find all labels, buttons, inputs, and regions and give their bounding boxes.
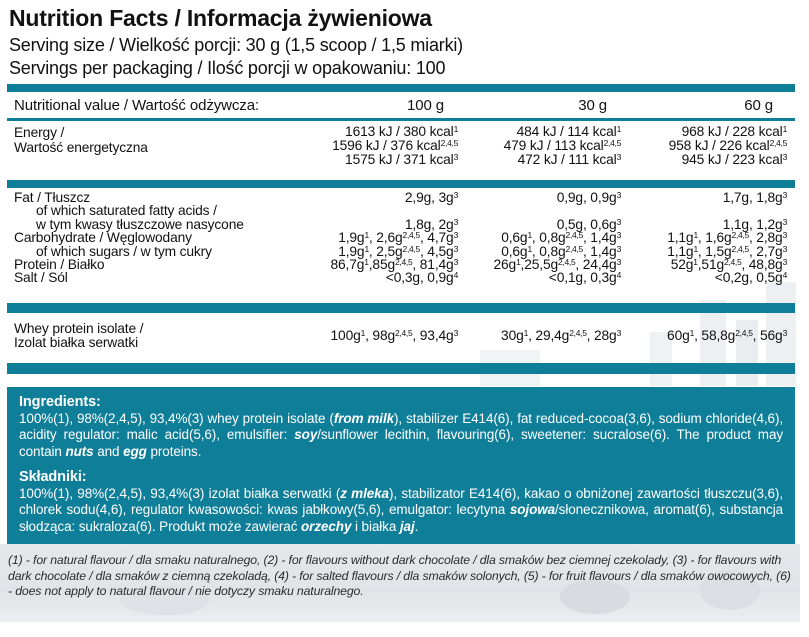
energy-values-100g: 1613 kJ / 380 kcal1 1596 kJ / 376 kcal2,… [332,124,458,167]
saturated-fat-label: of which saturated fatty acids / w tym k… [36,203,244,232]
energy-values-60g: 968 kJ / 228 kcal1 958 kJ / 226 kcal2,4,… [668,124,788,167]
ingredients-heading-en: Ingredients: [19,394,101,410]
table-row-salt: Salt / Sól <0,3g, 0,9g4 <0,1g, 0,3g4 <0,… [14,270,787,286]
table-row-saturated-fat: of which saturated fatty acids / w tym k… [7,203,795,232]
servings-count-line: Servings per packaging / Ilość porcji w … [9,58,446,78]
table-header-row: Nutritional value / Wartość odżywcza: 10… [7,97,795,114]
energy-values-30g: 484 kJ / 114 kcal1 479 kJ / 113 kcal2,4,… [503,124,622,167]
column-header-30g: 30 g [578,97,607,114]
energy-label: Energy / Wartość energetyczna [14,125,148,155]
footnotes: (1) - for natural flavour / dla smaku na… [0,544,800,600]
table-row-energy: Energy / Wartość energetyczna 1613 kJ / … [7,125,795,167]
ingredients-text-en: 100%(1), 98%(2,4,5), 93,4%(3) whey prote… [19,410,783,459]
column-header-100g: 100 g [406,97,444,114]
ingredients-gap [19,460,783,469]
table-header-label: Nutritional value / Wartość odżywcza: [14,97,260,114]
table-row-fat: Fat / Tłuszcz 2,9g, 3g3 0,9g, 0,9g3 1,7g… [14,190,787,205]
ingredients-heading-pl: Składniki: [19,469,87,485]
table-row-carbohydrate: Carbohydrate / Węglowodany 1,9g1, 2,6g2,… [14,230,787,246]
whey-isolate-label: Whey protein isolate / Izolat białka ser… [14,321,144,350]
background-watermark-shape [560,580,630,614]
nutrient-rows: Fat / Tłuszcz 2,9g, 3g3 0,9g, 0,9g3 1,7g… [7,190,795,286]
table-row-protein: Protein / Białko 86,7g1,85g2,4,5, 81,4g3… [14,257,787,273]
section-divider-body [7,303,795,313]
section-divider-energy [7,180,795,188]
table-row-whey-isolate: Whey protein isolate / Izolat białka ser… [14,321,787,350]
footnote-text: (1) - for natural flavour / dla smaku na… [8,553,791,598]
table-row-sugars: of which sugars / w tym cukry 1,9g1, 2,5… [36,243,787,259]
column-header-60g: 60 g [744,97,773,114]
background-watermark-shape [120,585,210,615]
serving-size-line: Serving size / Wielkość porcji: 30 g (1,… [9,35,463,55]
section-divider-whey [7,363,795,374]
header-divider [7,118,795,121]
page-title: Nutrition Facts / Informacja żywieniowa [9,5,432,31]
background-watermark-shape [700,570,760,610]
ingredients-text-pl: 100%(1), 98%(2,4,5), 93,4%(3) izolat bia… [19,485,783,534]
divider-top [7,84,795,92]
ingredients-box: Ingredients: 100%(1), 98%(2,4,5), 93,4%(… [7,387,795,544]
